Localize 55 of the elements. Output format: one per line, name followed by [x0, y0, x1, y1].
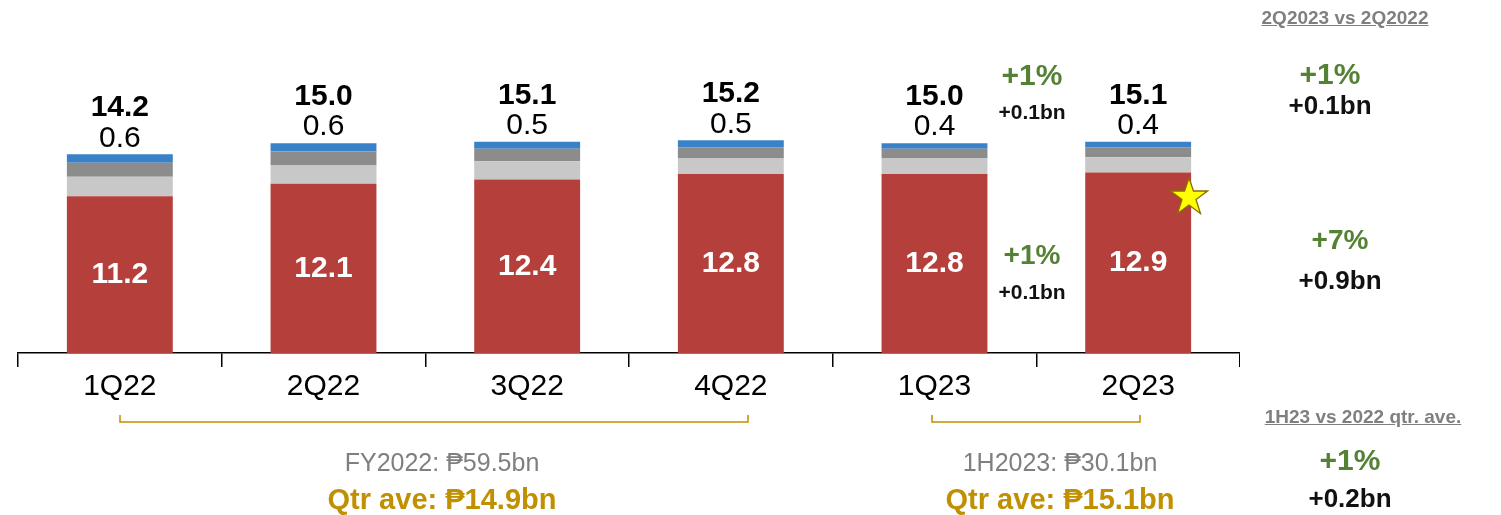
text: +7%	[1311, 224, 1369, 256]
text: +1%	[1001, 58, 1063, 91]
text: 1H23 vs 2022 qtr. ave.	[1264, 405, 1462, 427]
x-tick-label: 2Q23	[1101, 368, 1175, 402]
bar	[881, 173, 988, 353]
total-label: 15.1	[497, 76, 557, 110]
bar	[881, 143, 988, 149]
text: 2Q2023 vs 2Q2022	[1261, 6, 1429, 28]
bar	[677, 158, 784, 174]
bar	[270, 165, 377, 184]
data-label: 11.2	[91, 255, 149, 289]
total-label: 15.1	[1108, 76, 1168, 110]
bar	[677, 173, 784, 353]
bar	[474, 141, 581, 149]
bar	[677, 147, 784, 159]
bar	[1085, 147, 1192, 158]
text: +0.1bn	[998, 100, 1066, 124]
text: +0.1bn	[1288, 90, 1372, 121]
bar	[1085, 172, 1192, 353]
text: Qtr ave: ₱14.9bn	[327, 482, 557, 515]
x-tick-label: 2Q22	[286, 368, 361, 402]
text: 1H2023: ₱30.1bn	[962, 448, 1158, 476]
x-tick-label: 1Q23	[897, 368, 972, 402]
text: FY2022: ₱59.5bn	[344, 448, 540, 476]
bar	[66, 162, 173, 177]
bar	[474, 179, 581, 353]
bar	[66, 196, 173, 353]
data-label: 12.9	[1108, 244, 1168, 278]
data-label: 12.8	[701, 244, 761, 278]
data-label: 12.4	[497, 247, 557, 281]
text: +1%	[1299, 57, 1361, 90]
text: +0.2bn	[1308, 483, 1392, 514]
x-tick-label: 3Q22	[490, 368, 564, 402]
bar	[66, 154, 173, 163]
data-label: 0.5	[506, 107, 549, 141]
annotation: +0.1bn	[998, 280, 1066, 304]
annotation: +1%	[1003, 239, 1061, 271]
bar	[66, 176, 173, 197]
bar	[677, 140, 784, 148]
bar	[270, 143, 377, 152]
bar	[270, 151, 377, 166]
bar	[881, 148, 988, 159]
text: +1%	[1319, 443, 1381, 476]
text: +0.9bn	[1298, 265, 1382, 296]
x-tick-label: 1Q22	[83, 368, 157, 402]
data-label: 12.1	[294, 249, 353, 283]
text: Qtr ave: ₱15.1bn	[945, 482, 1175, 515]
bar	[474, 148, 581, 162]
bar	[270, 183, 377, 353]
bar	[881, 158, 988, 174]
data-label: 12.8	[905, 244, 964, 278]
x-tick-label: 4Q22	[694, 368, 768, 402]
data-label: 0.4	[1117, 107, 1160, 141]
bar	[474, 161, 581, 180]
bar	[1085, 157, 1192, 173]
